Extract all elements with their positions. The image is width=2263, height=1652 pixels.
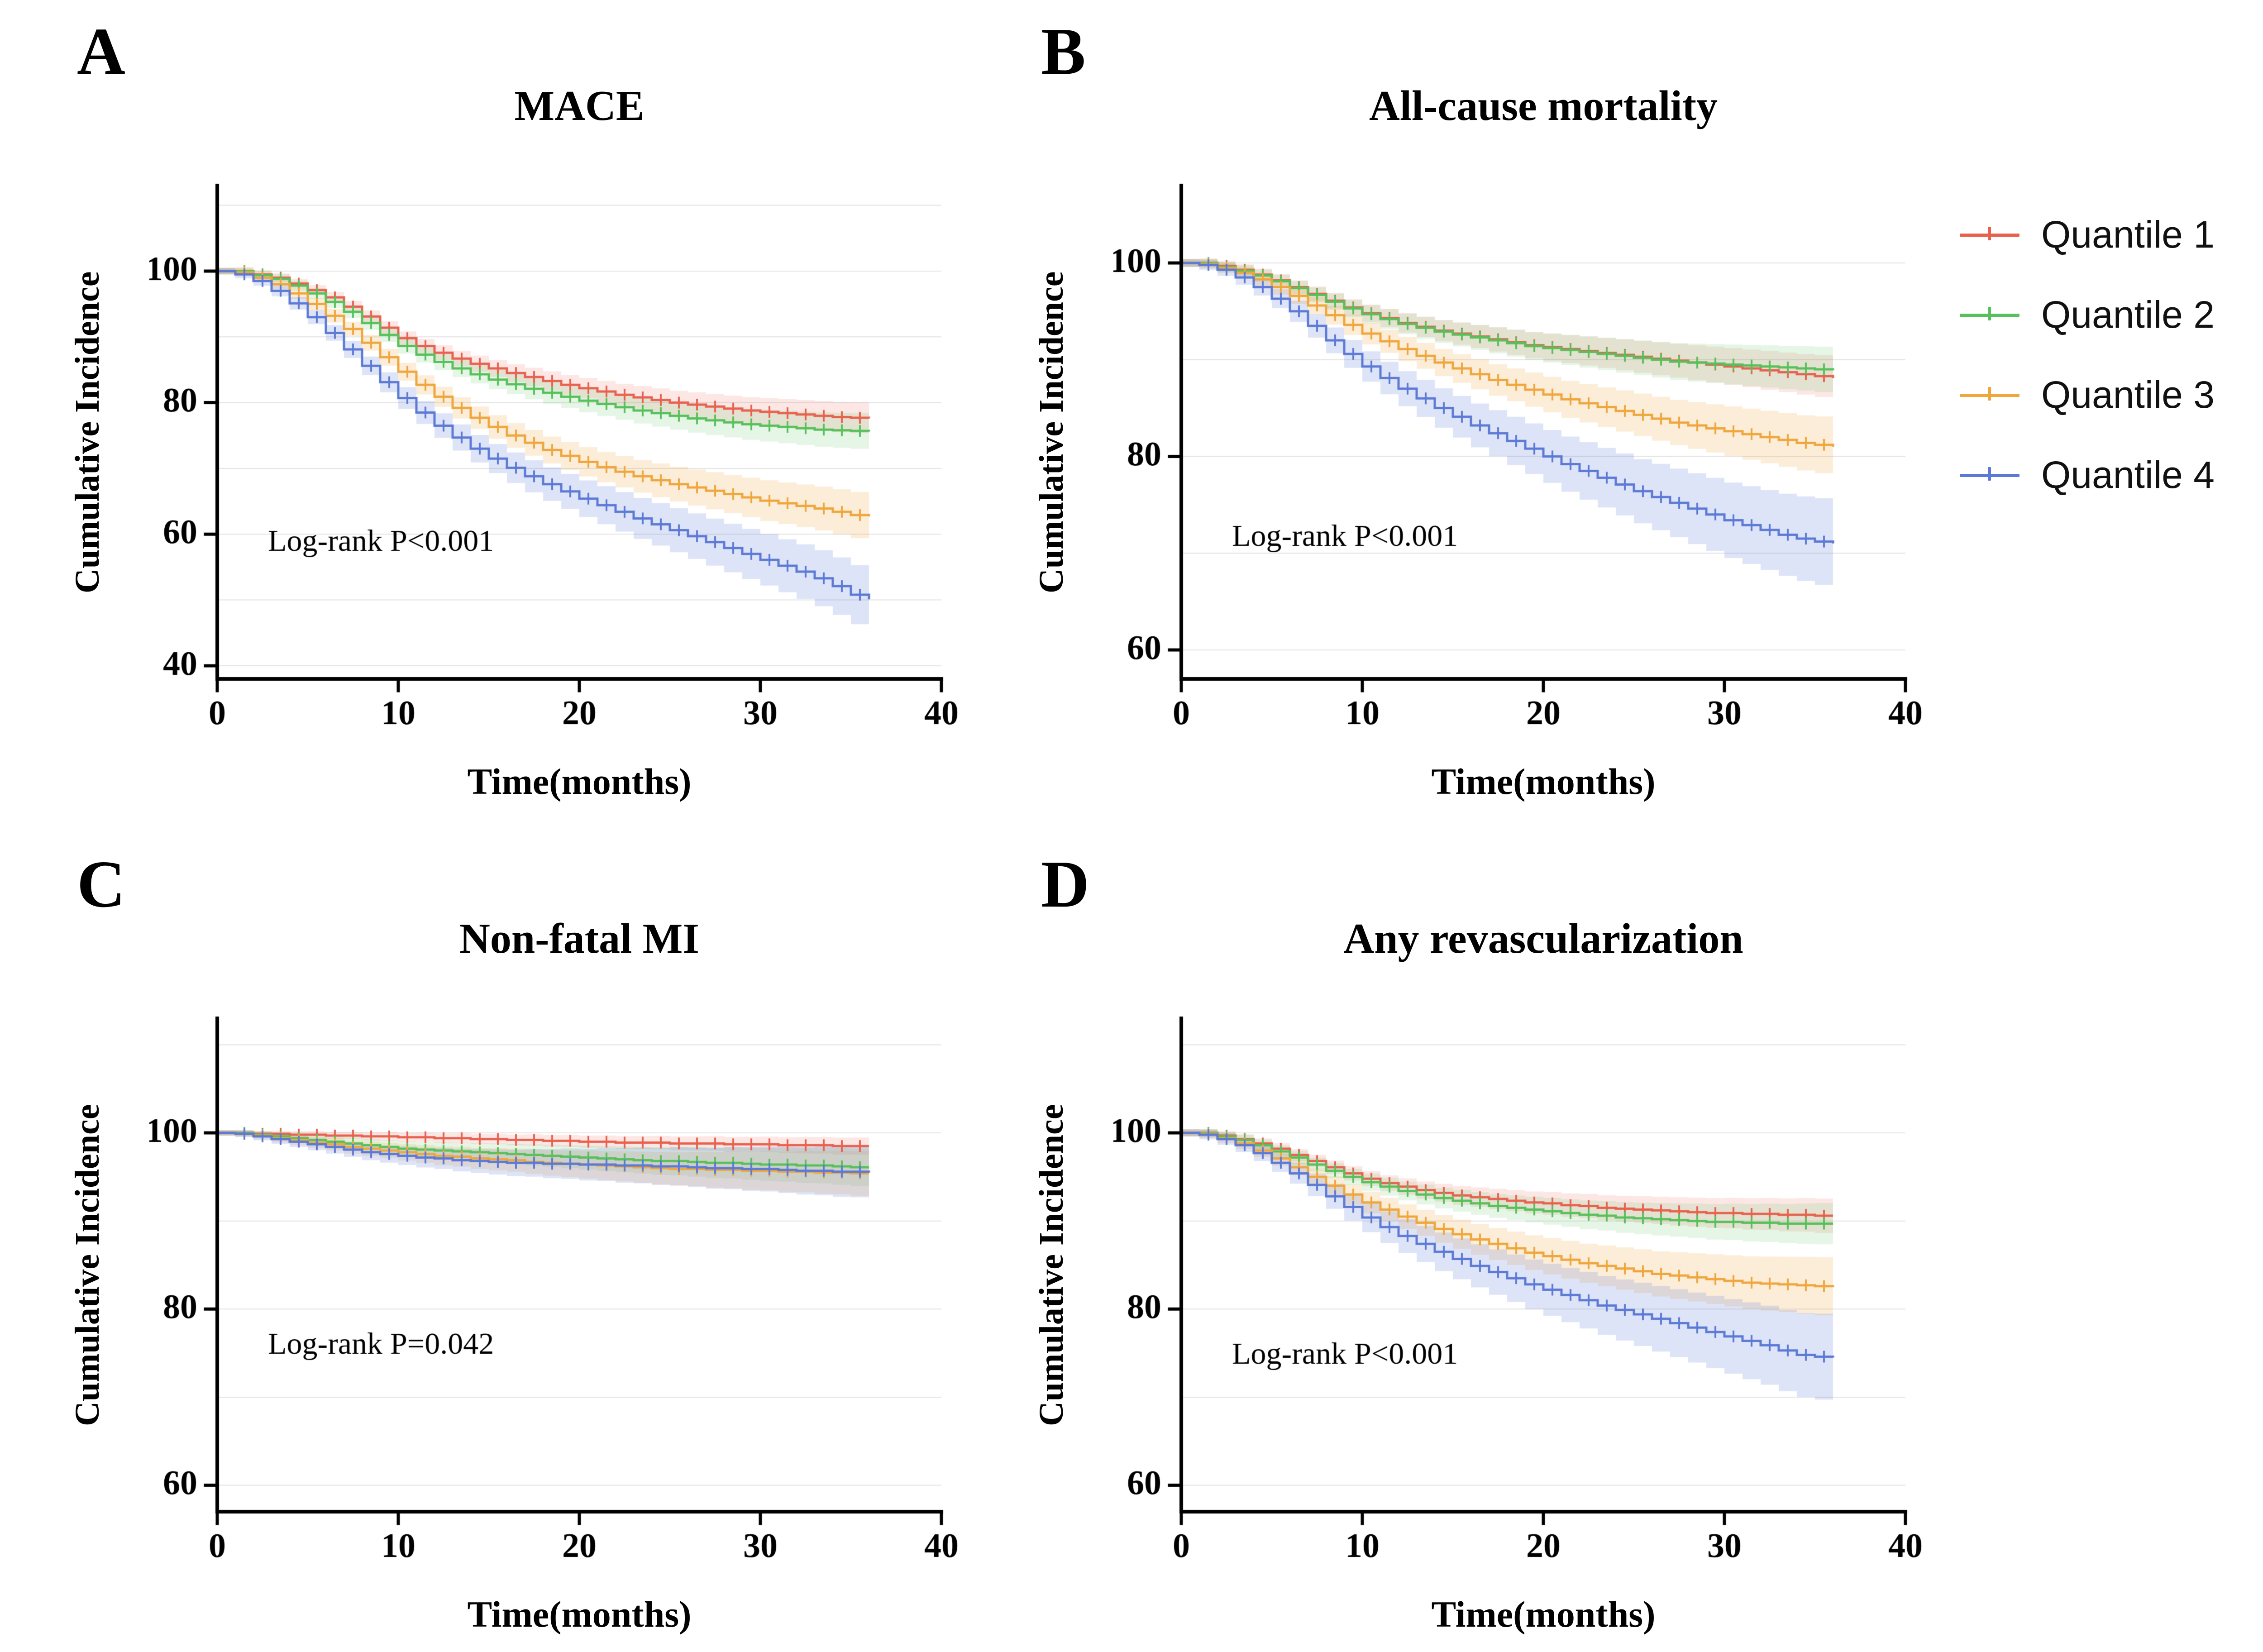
panel-letter-b: B bbox=[1041, 14, 1086, 89]
chart-title-mace: MACE bbox=[514, 82, 645, 129]
panel-letter-a: A bbox=[77, 14, 125, 89]
legend-label: Quantile 2 bbox=[2041, 293, 2215, 336]
quantile-2-line-icon bbox=[1960, 306, 2020, 325]
quantile-3-line-icon bbox=[1960, 386, 2020, 405]
chart-title-revascularization: Any revascularization bbox=[1343, 915, 1743, 962]
panel-non-fatal-mi: C Non-fatal MI Cumulative Incidence Time… bbox=[45, 851, 996, 1647]
panel-all-cause-mortality: B All-cause mortality Cumulative Inciden… bbox=[1009, 18, 1960, 815]
x-axis-label: Time(months) bbox=[467, 761, 692, 802]
y-axis-label: Cumulative Incidence bbox=[68, 1104, 106, 1426]
y-axis-label: Cumulative Incidence bbox=[1032, 271, 1070, 593]
quantile-1-line-icon bbox=[1960, 225, 2020, 244]
chart-title-all-cause-mortality: All-cause mortality bbox=[1369, 82, 1718, 129]
chart-title-non-fatal-mi: Non-fatal MI bbox=[459, 915, 699, 962]
panel-letter-d: D bbox=[1041, 847, 1089, 921]
legend-label: Quantile 3 bbox=[2041, 373, 2215, 416]
x-axis-label: Time(months) bbox=[467, 1594, 692, 1635]
y-axis-label: Cumulative Incidence bbox=[68, 271, 106, 593]
legend-item-quantile-2: Quantile 2 bbox=[1960, 293, 2215, 337]
legend: Quantile 1 Quantile 2 Quantile 3 Quantil… bbox=[1960, 213, 2215, 497]
survival-plot-canvas-revascularization bbox=[1113, 1000, 1928, 1575]
legend-item-quantile-4: Quantile 4 bbox=[1960, 453, 2215, 497]
legend-item-quantile-3: Quantile 3 bbox=[1960, 373, 2215, 417]
survival-plot-canvas-mortality bbox=[1113, 167, 1928, 742]
legend-label: Quantile 4 bbox=[2041, 454, 2215, 496]
quantile-4-line-icon bbox=[1960, 466, 2020, 485]
panel-mace: A MACE Cumulative Incidence Time(months) bbox=[45, 18, 996, 815]
survival-plot-canvas-mi bbox=[149, 1000, 964, 1575]
legend-item-quantile-1: Quantile 1 bbox=[1960, 213, 2215, 257]
x-axis-label: Time(months) bbox=[1431, 761, 1656, 802]
panel-any-revascularization: D Any revascularization Cumulative Incid… bbox=[1009, 851, 1960, 1647]
panel-letter-c: C bbox=[77, 847, 125, 921]
legend-label: Quantile 1 bbox=[2041, 213, 2215, 256]
y-axis-label: Cumulative Incidence bbox=[1032, 1104, 1070, 1426]
x-axis-label: Time(months) bbox=[1431, 1594, 1656, 1635]
survival-plot-canvas-mace bbox=[149, 167, 964, 742]
